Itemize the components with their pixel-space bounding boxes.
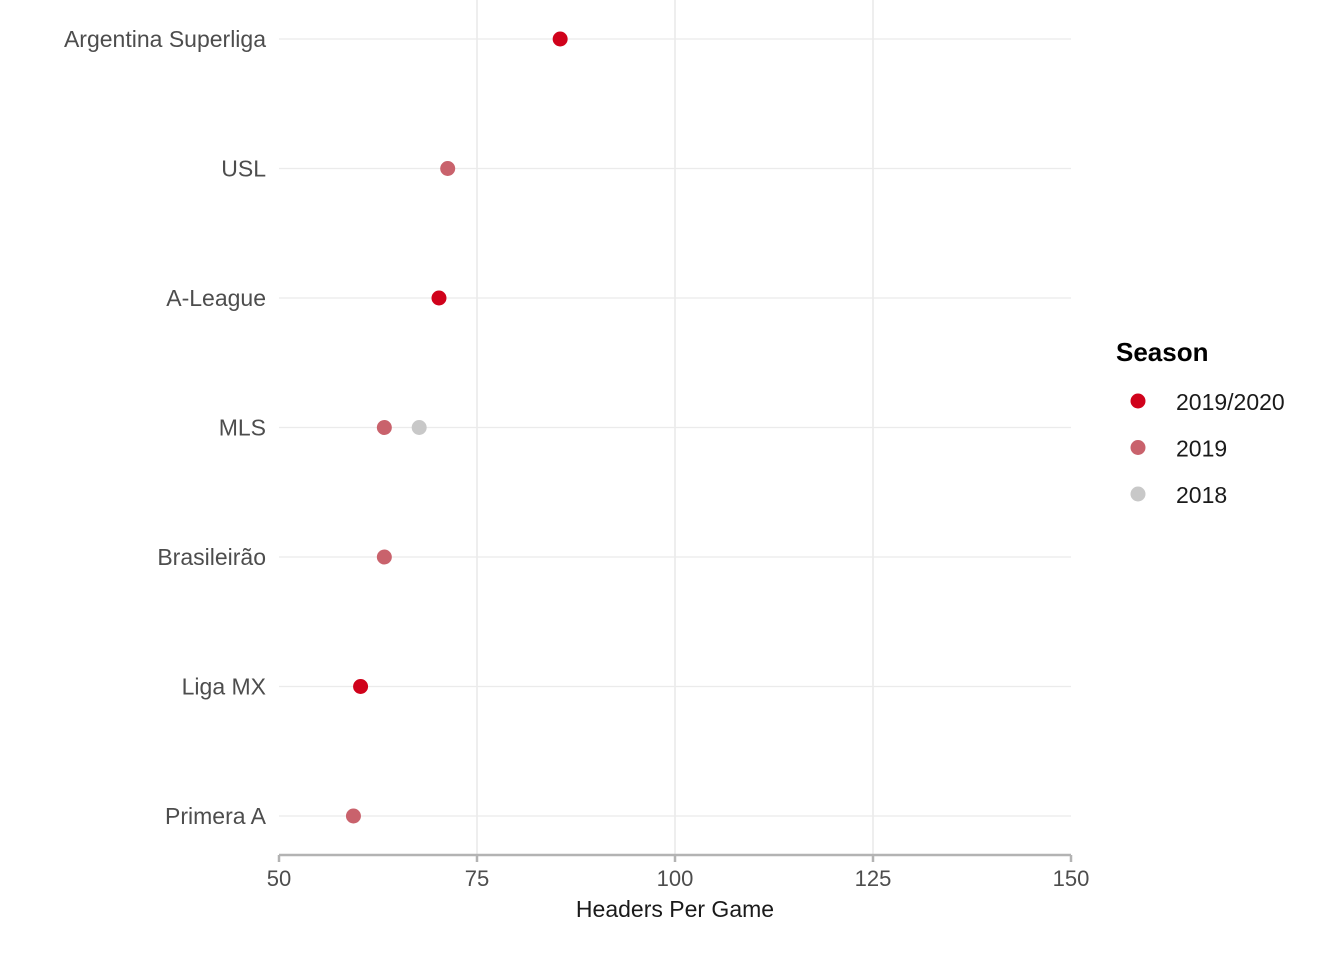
legend-swatch xyxy=(1130,393,1146,409)
category-label: Argentina Superliga xyxy=(64,26,266,52)
x-tick-label: 125 xyxy=(855,866,892,891)
legend-label: 2019 xyxy=(1176,436,1227,462)
data-point xyxy=(552,31,568,47)
category-label: Primera A xyxy=(165,803,267,829)
category-label: A-League xyxy=(166,285,266,311)
legend-swatch xyxy=(1130,486,1146,502)
category-label: Liga MX xyxy=(182,674,266,700)
category-labels: Argentina Superliga USL A-League MLS Brasile… xyxy=(64,26,267,829)
category-label: Brasileirão xyxy=(157,544,266,570)
data-point xyxy=(376,549,392,565)
legend: Season 2019/2020 2019 2018 xyxy=(1116,337,1285,508)
data-point xyxy=(376,420,392,435)
grid-lines xyxy=(279,0,1071,855)
data-point xyxy=(345,808,361,824)
data-point xyxy=(411,420,427,435)
category-label: USL xyxy=(221,156,266,182)
data-point xyxy=(353,679,369,694)
legend-swatch xyxy=(1130,440,1146,455)
data-point xyxy=(431,290,447,306)
x-axis: 50 75 100 125 150 xyxy=(267,853,1090,891)
legend-label: 2018 xyxy=(1176,482,1227,508)
legend-title: Season xyxy=(1116,337,1209,367)
x-tick-label: 75 xyxy=(465,866,489,891)
legend-label: 2019/2020 xyxy=(1176,389,1285,415)
data-points xyxy=(345,31,568,824)
category-label: MLS xyxy=(219,415,266,441)
x-tick-label: 100 xyxy=(657,866,694,891)
x-tick-label: 50 xyxy=(267,866,291,891)
data-point xyxy=(440,161,456,176)
x-tick-label: 150 xyxy=(1053,866,1090,891)
x-axis-title: Headers Per Game xyxy=(576,896,774,922)
